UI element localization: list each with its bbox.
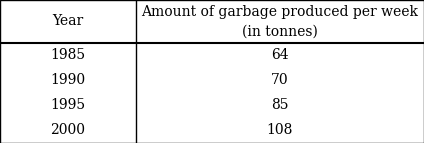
Text: 64: 64 bbox=[271, 48, 289, 62]
Text: 1995: 1995 bbox=[50, 99, 85, 112]
Text: 1985: 1985 bbox=[50, 48, 85, 62]
Text: 2000: 2000 bbox=[50, 124, 85, 137]
Text: 1990: 1990 bbox=[50, 74, 85, 87]
Text: 85: 85 bbox=[271, 99, 289, 112]
Text: Amount of garbage produced per week
(in tonnes): Amount of garbage produced per week (in … bbox=[141, 5, 418, 38]
Text: Year: Year bbox=[52, 14, 84, 28]
Text: 70: 70 bbox=[271, 74, 289, 87]
Text: 108: 108 bbox=[267, 124, 293, 137]
